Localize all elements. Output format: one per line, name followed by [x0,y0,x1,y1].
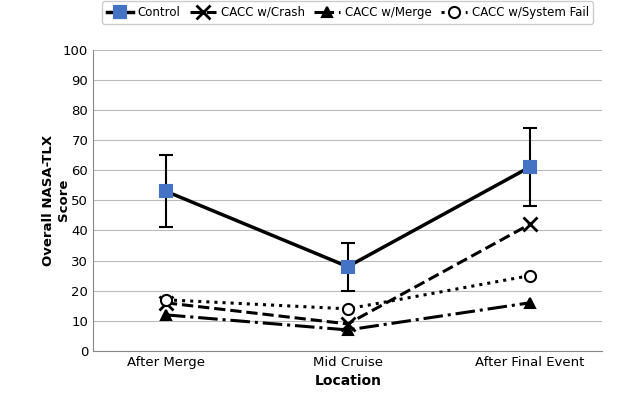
CACC w/System Fail [526,273,533,278]
X-axis label: Location: Location [314,375,381,389]
Legend: Control, CACC w/Crash, CACC w/Merge, CACC w/System Fail: Control, CACC w/Crash, CACC w/Merge, CAC… [102,1,594,24]
Line: CACC w/System Fail: CACC w/System Fail [160,270,535,314]
CACC w/System Fail [162,297,170,302]
CACC w/System Fail [344,306,351,311]
CACC w/Merge [526,300,533,305]
CACC w/Crash [526,222,533,227]
Line: CACC w/Merge: CACC w/Merge [161,298,535,335]
CACC w/Merge [162,312,170,317]
CACC w/Merge [344,328,351,332]
Line: CACC w/Crash: CACC w/Crash [159,218,537,331]
CACC w/Crash [344,321,351,326]
CACC w/Crash [162,300,170,305]
Y-axis label: Overall NASA-TLX
Score: Overall NASA-TLX Score [42,135,70,266]
